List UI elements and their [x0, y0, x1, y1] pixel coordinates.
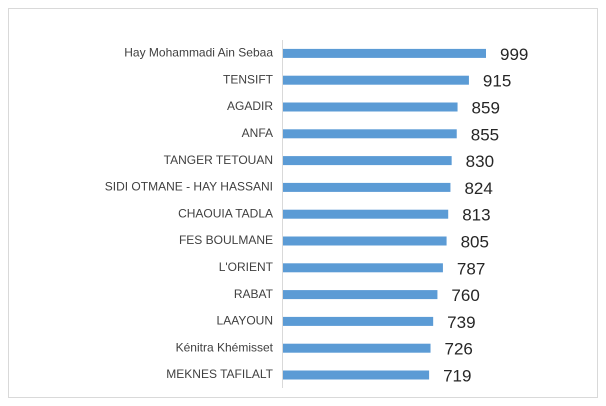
value-label: 726	[445, 340, 473, 359]
value-label: 719	[443, 366, 471, 385]
bar	[283, 48, 486, 58]
bar	[283, 343, 431, 353]
category-label: RABAT	[234, 287, 274, 301]
value-label: 824	[464, 179, 492, 198]
value-label: 859	[472, 98, 500, 117]
category-label: TENSIFT	[223, 72, 274, 86]
bar	[283, 182, 451, 192]
value-label: 999	[500, 45, 528, 64]
bar	[283, 316, 434, 326]
bar	[283, 209, 449, 219]
bar	[283, 75, 469, 85]
bar	[283, 156, 452, 166]
value-label: 830	[466, 152, 494, 171]
value-label: 760	[451, 286, 479, 305]
category-label: FES BOULMANE	[179, 233, 273, 247]
category-label: Hay Mohammadi Ain Sebaa	[124, 46, 273, 60]
category-label: SIDI OTMANE - HAY HASSANI	[105, 180, 273, 194]
category-label: CHAOUIA TADLA	[178, 206, 273, 220]
category-label: LAAYOUN	[217, 314, 273, 328]
value-label: 739	[447, 313, 475, 332]
category-label: AGADIR	[227, 99, 273, 113]
bar	[283, 129, 457, 139]
category-label: ANFA	[242, 126, 273, 140]
chart-border	[8, 8, 598, 398]
bar	[283, 102, 458, 112]
bar	[283, 290, 438, 300]
value-label: 855	[471, 125, 499, 144]
value-label: 787	[457, 259, 485, 278]
value-label: 915	[483, 72, 511, 91]
category-label: TANGER TETOUAN	[164, 153, 273, 167]
bar	[283, 370, 430, 380]
bar	[283, 263, 443, 273]
category-label: L'ORIENT	[219, 260, 274, 274]
category-label: Kénitra Khémisset	[176, 340, 274, 354]
value-label: 813	[462, 206, 490, 225]
category-label: MEKNES TAFILALT	[166, 367, 273, 381]
value-label: 805	[461, 232, 489, 251]
bar	[283, 236, 447, 246]
